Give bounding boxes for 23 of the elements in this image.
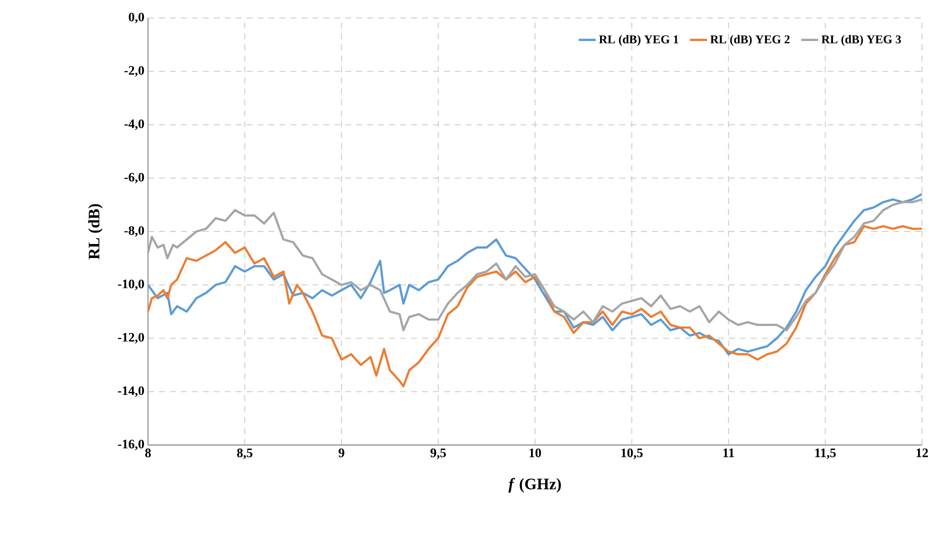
y-tick-label: -14,0	[118, 386, 144, 397]
x-tick-label: 11	[723, 448, 734, 458]
x-tick-label: 9	[338, 448, 344, 458]
y-axis-title: RL (dB)	[88, 204, 103, 260]
y-tick-label: -10,0	[118, 280, 144, 290]
x-axis-title: f (GHz)	[508, 478, 561, 493]
x-tick-label: 11,5	[815, 448, 836, 460]
x-tick-label: 8	[145, 448, 151, 458]
legend-label: RL (dB) YEG 1	[599, 34, 678, 46]
y-tick-label: -2,0	[124, 66, 144, 77]
legend-label: RL (dB) YEG 3	[822, 34, 901, 46]
x-tick-label: 10	[530, 448, 541, 458]
y-tick-label: 0,0	[128, 12, 144, 24]
x-tick-label: 12	[916, 448, 928, 458]
y-tick-label: -16,0	[118, 440, 144, 450]
x-tick-label: 9,5	[430, 448, 446, 460]
y-tick-label: -4,0	[124, 119, 144, 130]
y-tick-label: -6,0	[124, 172, 144, 184]
x-tick-label: 8,5	[237, 448, 252, 460]
y-tick-label: -8,0	[124, 226, 144, 237]
legend-label: RL (dB) YEG 2	[710, 34, 790, 46]
x-tick-label: 10,5	[621, 448, 643, 460]
y-tick-label: -12,0	[118, 332, 144, 344]
